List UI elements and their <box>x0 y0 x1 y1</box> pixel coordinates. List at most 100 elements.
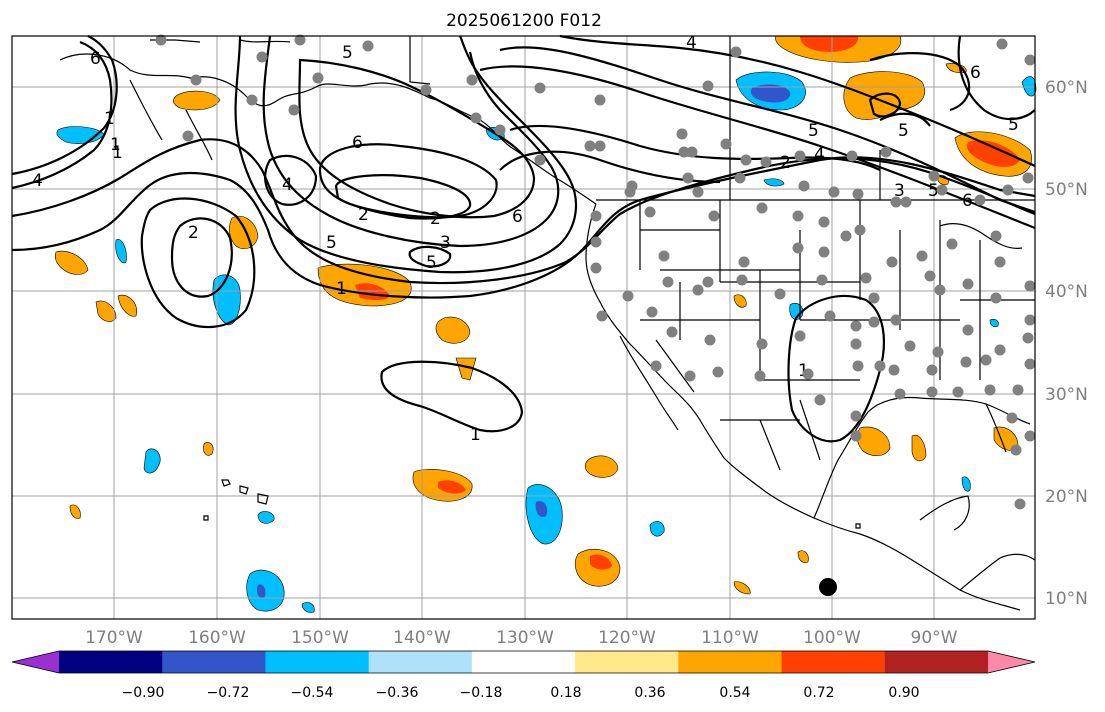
station-marker <box>794 150 806 162</box>
station-marker <box>1014 498 1026 510</box>
station-marker <box>736 274 748 286</box>
station-marker <box>974 194 986 206</box>
colorbar-segment <box>781 651 886 673</box>
station-marker <box>312 72 324 84</box>
contour-label: 5 <box>1008 115 1019 135</box>
colorbar-segment <box>471 651 576 673</box>
station-marker <box>894 388 906 400</box>
station-marker <box>916 250 928 262</box>
station-marker <box>792 210 804 222</box>
contour-label: 2 <box>358 205 369 225</box>
contour-label: 1 <box>104 109 115 129</box>
latitude-label: 10°N <box>1045 589 1088 609</box>
station-marker <box>754 370 766 382</box>
station-marker <box>824 310 836 322</box>
contour-label: 4 <box>814 145 825 165</box>
station-marker <box>994 344 1006 356</box>
colorbar-tick-label: −0.72 <box>207 685 250 701</box>
station-marker <box>890 314 902 326</box>
contour-label: 5 <box>326 233 337 253</box>
contour-lines <box>11 34 1036 443</box>
station-marker <box>534 82 546 94</box>
longitude-label: 110°W <box>701 628 759 648</box>
contour-label: 2 <box>188 223 199 243</box>
colorbar-tick-label: −0.36 <box>376 685 419 701</box>
latitude-label: 20°N <box>1045 487 1088 507</box>
station-marker <box>756 338 768 350</box>
station-marker <box>924 270 936 282</box>
station-marker <box>814 394 826 406</box>
station-marker <box>1022 332 1034 344</box>
colorbar-tick-label: −0.90 <box>122 685 165 701</box>
station-markers <box>155 34 1036 510</box>
map-panel: 6 4 1 1 6 4 5 2 3 5 2 6 1 5 2 3 4 5 6 5 … <box>11 33 1037 620</box>
station-marker <box>854 224 866 236</box>
coastlines-and-borders <box>59 36 1036 611</box>
station-marker <box>852 188 864 200</box>
station-marker <box>1012 384 1024 396</box>
station-marker <box>760 156 772 168</box>
contour-label: 6 <box>962 191 973 211</box>
station-marker <box>734 172 746 184</box>
contour-label: 5 <box>808 121 819 141</box>
station-marker <box>624 186 636 198</box>
colorbar-tick-labels: −0.90 −0.72 −0.54 −0.36 −0.18 0.18 0.36 … <box>122 685 920 701</box>
station-marker <box>470 112 482 124</box>
longitude-label: 140°W <box>393 628 451 648</box>
station-marker <box>888 364 900 376</box>
contour-label: 3 <box>440 233 451 253</box>
contour-label: 1 <box>112 143 123 163</box>
station-marker <box>682 172 694 184</box>
colorbar-segment <box>162 651 266 673</box>
station-marker <box>900 196 912 208</box>
colorbar-segment <box>678 651 783 673</box>
station-marker <box>494 124 506 136</box>
station-marker <box>658 250 670 262</box>
station-marker <box>756 202 768 214</box>
station-marker <box>962 278 974 290</box>
longitude-axis: 170°W 160°W 150°W 140°W 130°W 120°W 110°… <box>85 628 958 648</box>
station-marker <box>952 386 964 398</box>
station-marker <box>860 272 872 284</box>
station-marker <box>590 236 602 248</box>
station-marker <box>1006 412 1018 424</box>
contour-label: 5 <box>928 181 939 201</box>
station-marker <box>928 170 940 182</box>
shaded-anomalies <box>54 35 1037 613</box>
station-marker <box>798 180 810 192</box>
station-marker <box>420 84 432 96</box>
station-marker <box>594 140 606 152</box>
longitude-label: 160°W <box>188 628 246 648</box>
station-marker <box>936 184 948 196</box>
station-marker <box>1024 54 1036 66</box>
station-marker <box>1024 280 1036 292</box>
station-marker <box>256 51 268 63</box>
station-marker <box>666 326 678 338</box>
station-marker <box>1010 444 1022 456</box>
station-marker <box>534 154 546 166</box>
colorbar-segment <box>368 651 473 673</box>
station-marker <box>792 242 804 254</box>
latitude-label: 60°N <box>1045 78 1088 98</box>
location-marker <box>819 578 837 596</box>
station-marker <box>644 206 656 218</box>
station-marker <box>646 306 658 318</box>
contour-label: 1 <box>336 279 347 299</box>
station-marker <box>818 216 830 228</box>
station-marker <box>994 256 1006 268</box>
station-marker <box>794 330 806 342</box>
station-marker <box>886 256 898 268</box>
station-marker <box>960 356 972 368</box>
station-marker <box>362 40 374 52</box>
station-marker <box>684 370 696 382</box>
contour-label: 6 <box>512 207 523 227</box>
contour-label: 6 <box>970 63 981 83</box>
station-marker <box>850 430 862 442</box>
station-marker <box>932 346 944 358</box>
contour-label: 4 <box>32 171 43 191</box>
station-marker <box>962 324 974 336</box>
station-marker <box>662 276 674 288</box>
contour-label: 1 <box>110 135 121 155</box>
station-marker <box>190 74 202 86</box>
station-marker <box>890 196 902 208</box>
